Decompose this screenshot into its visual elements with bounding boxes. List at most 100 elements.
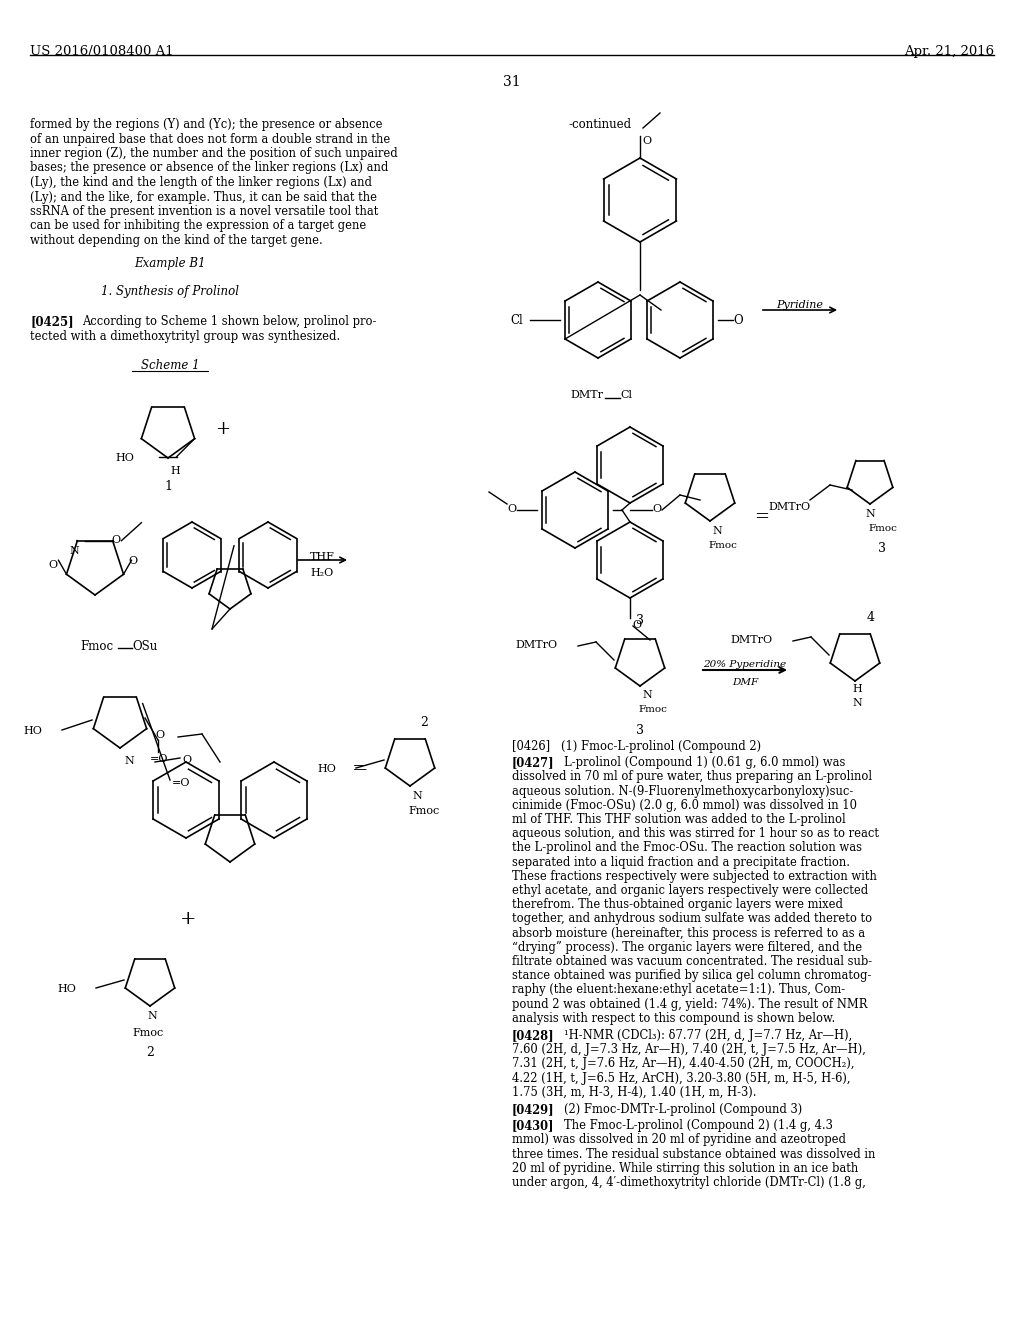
Text: (Ly); and the like, for example. Thus, it can be said that the: (Ly); and the like, for example. Thus, i… bbox=[30, 190, 377, 203]
Text: analysis with respect to this compound is shown below.: analysis with respect to this compound i… bbox=[512, 1012, 836, 1024]
Text: formed by the regions (Y) and (Yc); the presence or absence: formed by the regions (Y) and (Yc); the … bbox=[30, 117, 383, 131]
Text: [0430]: [0430] bbox=[512, 1119, 555, 1133]
Text: “drying” process). The organic layers were filtered, and the: “drying” process). The organic layers we… bbox=[512, 941, 862, 954]
Text: three times. The residual substance obtained was dissolved in: three times. The residual substance obta… bbox=[512, 1147, 876, 1160]
Text: Fmoc: Fmoc bbox=[868, 524, 897, 533]
Text: 3: 3 bbox=[636, 723, 644, 737]
Text: aqueous solution. N-(9-Fluorenylmethoxycarbonyloxy)suc-: aqueous solution. N-(9-Fluorenylmethoxyc… bbox=[512, 784, 853, 797]
Text: (2) Fmoc-DMTr-L-prolinol (Compound 3): (2) Fmoc-DMTr-L-prolinol (Compound 3) bbox=[564, 1104, 802, 1115]
Text: 7.60 (2H, d, J=7.3 Hz, Ar—H), 7.40 (2H, t, J=7.5 Hz, Ar—H),: 7.60 (2H, d, J=7.3 Hz, Ar—H), 7.40 (2H, … bbox=[512, 1043, 866, 1056]
Text: ¹H-NMR (CDCl₃): δ7.77 (2H, d, J=7.7 Hz, Ar—H),: ¹H-NMR (CDCl₃): δ7.77 (2H, d, J=7.7 Hz, … bbox=[564, 1030, 852, 1041]
Text: H: H bbox=[170, 466, 180, 477]
Text: 1: 1 bbox=[164, 480, 172, 492]
Text: 2: 2 bbox=[146, 1045, 154, 1059]
Text: [0425]: [0425] bbox=[30, 315, 74, 329]
Text: pound 2 was obtained (1.4 g, yield: 74%). The result of NMR: pound 2 was obtained (1.4 g, yield: 74%)… bbox=[512, 998, 867, 1011]
Text: 3: 3 bbox=[636, 614, 644, 627]
Text: =: = bbox=[352, 760, 369, 777]
Text: N: N bbox=[865, 510, 874, 519]
Text: H₂O: H₂O bbox=[310, 568, 334, 578]
Text: DMTr: DMTr bbox=[570, 389, 603, 400]
Text: of an unpaired base that does not form a double strand in the: of an unpaired base that does not form a… bbox=[30, 132, 390, 145]
Text: O: O bbox=[156, 730, 165, 741]
Text: mmol) was dissolved in 20 ml of pyridine and azeotroped: mmol) was dissolved in 20 ml of pyridine… bbox=[512, 1134, 846, 1146]
Text: +: + bbox=[215, 420, 230, 438]
Text: Cl: Cl bbox=[620, 389, 632, 400]
Text: N: N bbox=[147, 1011, 157, 1020]
Text: N: N bbox=[642, 690, 651, 700]
Text: DMTrO: DMTrO bbox=[768, 502, 810, 512]
Text: -continued: -continued bbox=[568, 117, 632, 131]
Text: Pyridine: Pyridine bbox=[776, 300, 823, 310]
Text: 4: 4 bbox=[867, 611, 874, 624]
Text: O: O bbox=[129, 556, 137, 566]
Text: HO: HO bbox=[317, 764, 336, 774]
Text: absorb moisture (hereinafter, this process is referred to as a: absorb moisture (hereinafter, this proce… bbox=[512, 927, 865, 940]
Text: 3: 3 bbox=[878, 543, 886, 554]
Text: without depending on the kind of the target gene.: without depending on the kind of the tar… bbox=[30, 234, 323, 247]
Text: OSu: OSu bbox=[132, 640, 158, 653]
Text: 31: 31 bbox=[503, 75, 521, 88]
Text: H: H bbox=[852, 684, 862, 694]
Text: filtrate obtained was vacuum concentrated. The residual sub-: filtrate obtained was vacuum concentrate… bbox=[512, 954, 872, 968]
Text: These fractions respectively were subjected to extraction with: These fractions respectively were subjec… bbox=[512, 870, 877, 883]
Text: [0429]: [0429] bbox=[512, 1104, 555, 1115]
Text: inner region (Z), the number and the position of such unpaired: inner region (Z), the number and the pos… bbox=[30, 147, 397, 160]
Text: 4.22 (1H, t, J=6.5 Hz, ArCH), 3.20-3.80 (5H, m, H-5, H-6),: 4.22 (1H, t, J=6.5 Hz, ArCH), 3.20-3.80 … bbox=[512, 1072, 851, 1085]
Text: N: N bbox=[70, 545, 79, 556]
Text: O: O bbox=[733, 314, 742, 327]
Text: [0428]: [0428] bbox=[512, 1030, 555, 1041]
Text: cinimide (Fmoc-OSu) (2.0 g, 6.0 mmol) was dissolved in 10: cinimide (Fmoc-OSu) (2.0 g, 6.0 mmol) wa… bbox=[512, 799, 857, 812]
Text: O: O bbox=[182, 755, 191, 766]
Text: HO: HO bbox=[24, 726, 42, 737]
Text: can be used for inhibiting the expression of a target gene: can be used for inhibiting the expressio… bbox=[30, 219, 367, 232]
Text: US 2016/0108400 A1: US 2016/0108400 A1 bbox=[30, 45, 174, 58]
Text: Apr. 21, 2016: Apr. 21, 2016 bbox=[904, 45, 994, 58]
Text: the L-prolinol and the Fmoc-OSu. The reaction solution was: the L-prolinol and the Fmoc-OSu. The rea… bbox=[512, 841, 862, 854]
Text: 1. Synthesis of Prolinol: 1. Synthesis of Prolinol bbox=[101, 285, 239, 298]
Text: =O: =O bbox=[172, 777, 190, 788]
Text: O: O bbox=[112, 535, 121, 545]
Text: raphy (the eluent:hexane:ethyl acetate=1:1). Thus, Com-: raphy (the eluent:hexane:ethyl acetate=1… bbox=[512, 983, 845, 997]
Text: 20 ml of pyridine. While stirring this solution in an ice bath: 20 ml of pyridine. While stirring this s… bbox=[512, 1162, 858, 1175]
Text: (Ly), the kind and the length of the linker regions (Lx) and: (Ly), the kind and the length of the lin… bbox=[30, 176, 372, 189]
Text: N: N bbox=[712, 525, 722, 536]
Text: Fmoc: Fmoc bbox=[638, 705, 667, 714]
Text: Cl: Cl bbox=[510, 314, 522, 327]
Text: =: = bbox=[754, 508, 769, 525]
Text: ssRNA of the present invention is a novel versatile tool that: ssRNA of the present invention is a nove… bbox=[30, 205, 379, 218]
Text: therefrom. The thus-obtained organic layers were mixed: therefrom. The thus-obtained organic lay… bbox=[512, 898, 843, 911]
Text: N: N bbox=[852, 698, 862, 708]
Text: dissolved in 70 ml of pure water, thus preparing an L-prolinol: dissolved in 70 ml of pure water, thus p… bbox=[512, 771, 872, 783]
Text: O: O bbox=[632, 620, 641, 630]
Text: O: O bbox=[642, 136, 651, 147]
Text: According to Scheme 1 shown below, prolinol pro-: According to Scheme 1 shown below, proli… bbox=[82, 315, 377, 329]
Text: Fmoc: Fmoc bbox=[132, 1028, 164, 1038]
Text: Fmoc: Fmoc bbox=[80, 640, 113, 653]
Text: Fmoc: Fmoc bbox=[408, 807, 439, 816]
Text: O: O bbox=[652, 504, 662, 513]
Text: tected with a dimethoxytrityl group was synthesized.: tected with a dimethoxytrityl group was … bbox=[30, 330, 340, 343]
Text: 1.75 (3H, m, H-3, H-4), 1.40 (1H, m, H-3).: 1.75 (3H, m, H-3, H-4), 1.40 (1H, m, H-3… bbox=[512, 1086, 757, 1098]
Text: [0427]: [0427] bbox=[512, 756, 555, 770]
Text: Fmoc: Fmoc bbox=[708, 541, 737, 550]
Text: stance obtained was purified by silica gel column chromatog-: stance obtained was purified by silica g… bbox=[512, 969, 871, 982]
Text: HO: HO bbox=[57, 983, 76, 994]
Text: separated into a liquid fraction and a precipitate fraction.: separated into a liquid fraction and a p… bbox=[512, 855, 850, 869]
Text: N: N bbox=[412, 791, 422, 801]
Text: ml of THF. This THF solution was added to the L-prolinol: ml of THF. This THF solution was added t… bbox=[512, 813, 846, 826]
Text: 2: 2 bbox=[420, 715, 428, 729]
Text: +: + bbox=[180, 909, 197, 928]
Text: Example B1: Example B1 bbox=[134, 256, 206, 269]
Text: L-prolinol (Compound 1) (0.61 g, 6.0 mmol) was: L-prolinol (Compound 1) (0.61 g, 6.0 mmo… bbox=[564, 756, 846, 770]
Text: aqueous solution, and this was stirred for 1 hour so as to react: aqueous solution, and this was stirred f… bbox=[512, 828, 879, 841]
Text: Scheme 1: Scheme 1 bbox=[140, 359, 200, 372]
Text: bases; the presence or absence of the linker regions (Lx) and: bases; the presence or absence of the li… bbox=[30, 161, 388, 174]
Text: N: N bbox=[124, 756, 134, 766]
Text: =O: =O bbox=[150, 754, 169, 764]
Text: O: O bbox=[48, 560, 57, 570]
Text: The Fmoc-L-prolinol (Compound 2) (1.4 g, 4.3: The Fmoc-L-prolinol (Compound 2) (1.4 g,… bbox=[564, 1119, 833, 1133]
Text: 20% Pyperidine: 20% Pyperidine bbox=[703, 660, 786, 669]
Text: under argon, 4, 4′-dimethoxytrityl chloride (DMTr-Cl) (1.8 g,: under argon, 4, 4′-dimethoxytrityl chlor… bbox=[512, 1176, 866, 1189]
Text: DMTrO: DMTrO bbox=[516, 640, 558, 649]
